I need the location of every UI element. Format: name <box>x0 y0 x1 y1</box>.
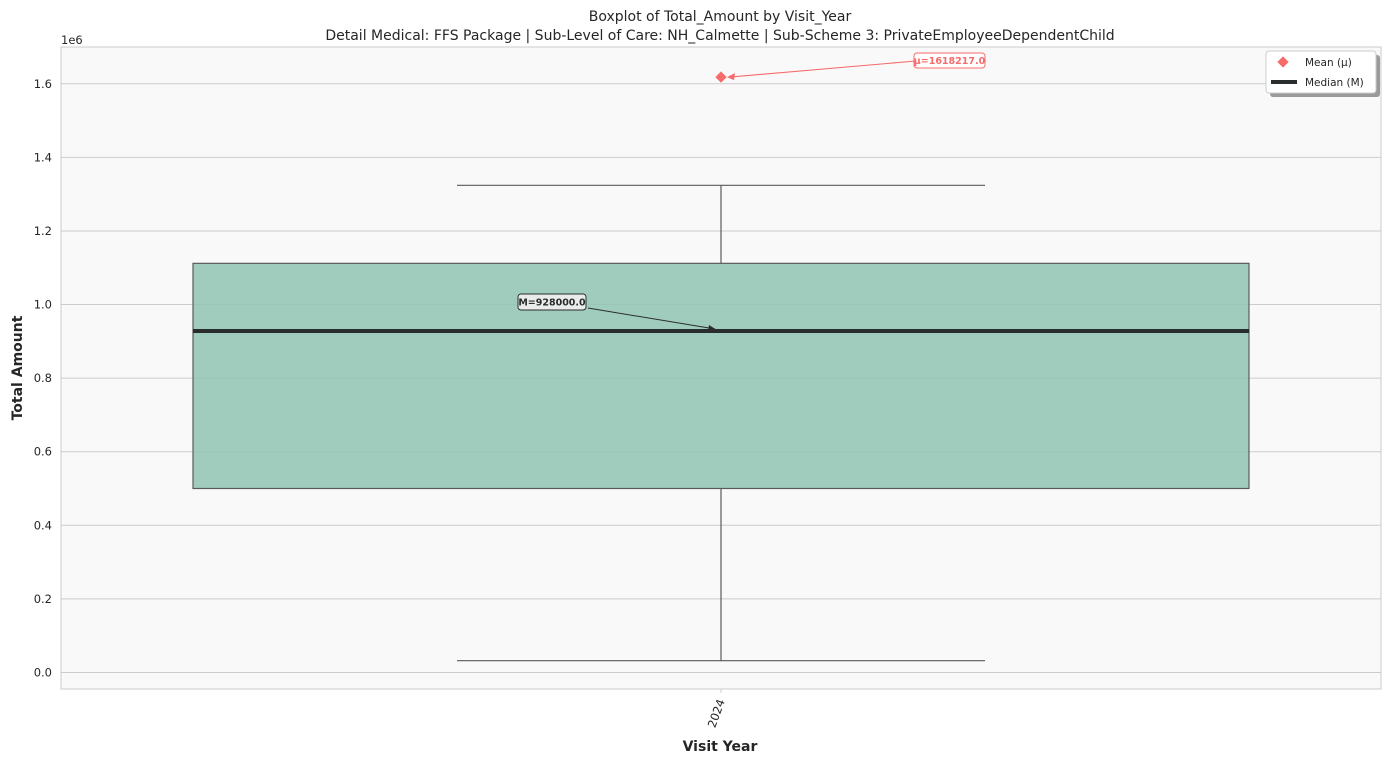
y-tick-label: 0.6 <box>34 445 52 459</box>
legend-median-label: Median (M) <box>1305 77 1364 89</box>
legend-mean-marker-icon <box>1277 56 1289 68</box>
y-tick-label: 0.2 <box>34 592 52 606</box>
chart-subtitle: Detail Medical: FFS Package | Sub-Level … <box>325 28 1114 44</box>
x-tick-label: 2024 <box>705 697 728 729</box>
median-annotation-box <box>517 293 587 311</box>
y-axis-offset-label: 1e6 <box>61 33 83 47</box>
y-tick-label: 0.8 <box>34 371 52 385</box>
y-tick-label: 0.4 <box>34 518 52 532</box>
mean-annotation-label: μ=1618217.0 <box>914 56 986 67</box>
y-axis-ticks: 0.0 0.2 0.4 0.6 0.8 1.0 1.2 1.4 1.6 <box>34 77 52 680</box>
y-tick-label: 1.4 <box>34 150 52 164</box>
median-annotation-arrow <box>587 307 716 330</box>
median-annotation-label: M=928000.0 <box>518 298 586 309</box>
mean-annotation-arrowhead <box>727 73 735 81</box>
median-annotation-arrowhead <box>708 325 717 332</box>
annotations: μ=1618217.0 M=928000.0 <box>517 52 986 332</box>
iqr-box <box>192 262 1250 490</box>
x-axis-label: Visit Year <box>683 739 758 755</box>
y-tick-label: 1.6 <box>34 77 52 91</box>
x-axis-ticks: 2024 <box>705 689 728 730</box>
y-tick-label: 1.0 <box>34 298 52 312</box>
legend-mean-label: Mean (μ) <box>1305 57 1352 69</box>
y-tick-label: 1.2 <box>34 224 52 238</box>
mean-annotation-box <box>913 52 986 69</box>
box-layer <box>192 71 1250 662</box>
chart-title: Boxplot of Total_Amount by Visit_Year <box>589 9 852 25</box>
y-tick-label: 0.0 <box>34 665 52 679</box>
y-axis-label: Total Amount <box>10 315 26 420</box>
mean-annotation-arrow <box>729 60 917 78</box>
legend: Mean (μ) Median (M) <box>1265 50 1380 97</box>
